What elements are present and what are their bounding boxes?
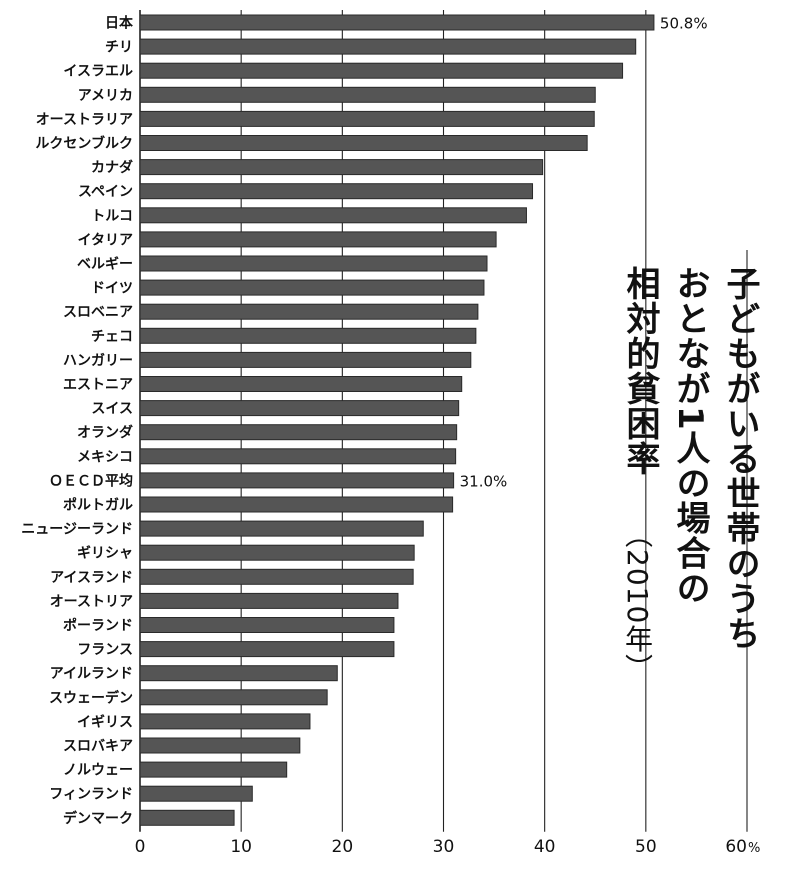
category-label: ルクセンブルク [35, 135, 133, 152]
bar [139, 785, 253, 802]
title-line-2: おとなが1人の場合の [670, 266, 710, 606]
bar [139, 110, 595, 127]
category-label: イギリス [77, 713, 133, 730]
category-label: スロバキア [63, 739, 133, 755]
x-tick-label: 30 [433, 837, 455, 857]
bar [139, 809, 235, 826]
bar [139, 376, 463, 392]
category-label: カナダ [91, 159, 133, 176]
bar [139, 351, 472, 368]
bars [139, 14, 655, 826]
category-labels: 日本チリイスラエルアメリカオーストラリアルクセンブルクカナダスペイントルコイタリ… [21, 15, 707, 827]
bar [139, 400, 460, 417]
bar [139, 737, 301, 754]
bar [139, 159, 544, 176]
bar [139, 568, 414, 585]
category-label: ポルトガル [63, 497, 133, 514]
bar [139, 713, 311, 730]
category-label: イスラエル [63, 64, 133, 80]
bar [139, 665, 338, 682]
bar [139, 689, 328, 706]
category-label: オランダ [77, 424, 133, 441]
bar [139, 544, 415, 561]
category-label: デンマーク [63, 810, 133, 827]
bar [139, 279, 485, 296]
bar [139, 86, 596, 103]
bar [139, 207, 527, 224]
category-label: フィンランド [49, 787, 133, 803]
x-tick-label: 50 [635, 837, 657, 857]
bar [139, 135, 588, 151]
bar [139, 641, 395, 658]
category-label: チリ [105, 40, 133, 56]
category-label: ギリシャ [77, 545, 133, 562]
category-label: フランス [77, 642, 133, 658]
title-line-1: 子どもがいる世帯のうち [720, 266, 760, 651]
category-label: スペイン [78, 184, 133, 200]
x-tick-label: 10 [230, 837, 252, 857]
category-label: アイスランド [50, 570, 133, 586]
bar [139, 327, 477, 344]
x-tick-label: 40 [534, 837, 556, 857]
category-label: ＯＥＣＤ平均 [49, 472, 133, 489]
value-label: 50.8% [660, 15, 708, 33]
x-tick-label: 20 [332, 837, 354, 857]
category-label: 日本 [105, 15, 134, 32]
category-label: スウェーデン [49, 689, 133, 706]
bar [139, 592, 399, 609]
category-label: チェコ [91, 329, 133, 345]
bar [139, 520, 424, 537]
x-axis-ticks: 0 10 20 30 40 50 60% [135, 837, 761, 857]
bar [139, 14, 655, 31]
bar [139, 255, 488, 272]
category-label: オーストラリア [36, 112, 133, 128]
bar [139, 496, 454, 513]
category-label: ノルウェー [63, 763, 133, 779]
value-label: 31.0% [460, 472, 508, 490]
category-label: トルコ [91, 208, 133, 224]
title-line-4: （2010年） [621, 520, 654, 683]
bar [139, 761, 288, 778]
x-tick-label: 60 [725, 837, 747, 857]
bar [139, 231, 497, 248]
category-label: ハンガリー [63, 353, 133, 369]
category-label: メキシコ [77, 449, 133, 465]
bar [139, 617, 395, 633]
category-label: エストニア [63, 377, 133, 393]
x-unit-label: % [748, 841, 760, 856]
bar [139, 424, 458, 441]
title-line-3: 相対的貧困率 [620, 266, 660, 476]
category-label: アメリカ [78, 88, 133, 104]
category-label: スロベニア [63, 305, 133, 321]
category-label: スイス [91, 401, 133, 417]
bar [139, 62, 624, 79]
bar [139, 472, 455, 489]
category-label: アイルランド [50, 666, 133, 682]
category-label: イタリア [78, 232, 133, 248]
bar [139, 183, 534, 200]
x-tick-label: 0 [135, 837, 146, 857]
category-label: ベルギー [77, 256, 133, 273]
category-label: ポーランド [63, 617, 133, 634]
category-label: オーストリア [50, 594, 133, 610]
category-label: ドイツ [91, 281, 133, 297]
category-label: ニュージーランド [21, 522, 133, 538]
bar [139, 448, 457, 465]
bar [139, 38, 637, 55]
bar [139, 303, 479, 320]
